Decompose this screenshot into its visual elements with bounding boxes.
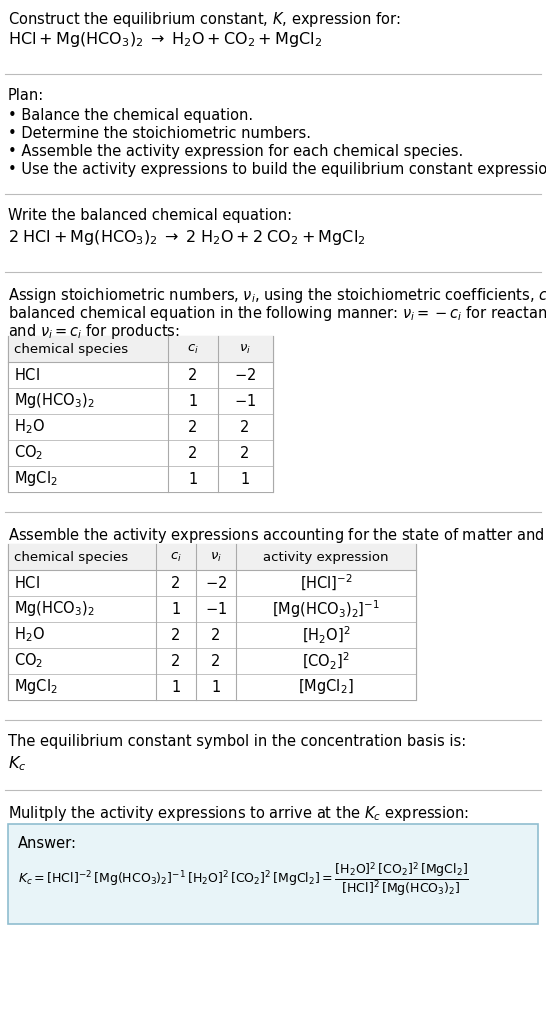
FancyBboxPatch shape [8, 570, 416, 596]
Text: $\mathrm{MgCl_2}$: $\mathrm{MgCl_2}$ [14, 678, 58, 696]
FancyBboxPatch shape [8, 440, 273, 466]
Text: chemical species: chemical species [14, 342, 128, 355]
Text: $\mathrm{HCl}$: $\mathrm{HCl}$ [14, 367, 40, 383]
Text: $c_i$: $c_i$ [170, 550, 182, 564]
Text: balanced chemical equation in the following manner: $\nu_i = -c_i$ for reactants: balanced chemical equation in the follow… [8, 304, 546, 323]
Text: $\nu_i$: $\nu_i$ [239, 342, 251, 355]
Text: Mulitply the activity expressions to arrive at the $K_c$ expression:: Mulitply the activity expressions to arr… [8, 804, 469, 823]
Text: 2: 2 [188, 420, 198, 435]
Text: $\mathrm{MgCl_2}$: $\mathrm{MgCl_2}$ [14, 470, 58, 488]
Text: 1: 1 [171, 680, 181, 694]
Text: Assign stoichiometric numbers, $\nu_i$, using the stoichiometric coefficients, $: Assign stoichiometric numbers, $\nu_i$, … [8, 286, 546, 305]
Text: 2: 2 [240, 445, 250, 460]
Text: 2: 2 [171, 628, 181, 642]
Text: Write the balanced chemical equation:: Write the balanced chemical equation: [8, 208, 292, 223]
Text: $c_i$: $c_i$ [187, 342, 199, 355]
Text: $\mathrm{H_2O}$: $\mathrm{H_2O}$ [14, 418, 45, 436]
Text: 1: 1 [240, 472, 250, 486]
Text: 1: 1 [211, 680, 221, 694]
Text: Construct the equilibrium constant, $K$, expression for:: Construct the equilibrium constant, $K$,… [8, 10, 401, 29]
Text: 2: 2 [171, 653, 181, 669]
Text: • Balance the chemical equation.: • Balance the chemical equation. [8, 108, 253, 123]
FancyBboxPatch shape [8, 336, 273, 362]
FancyBboxPatch shape [8, 824, 538, 924]
FancyBboxPatch shape [8, 544, 416, 700]
Text: 2: 2 [211, 653, 221, 669]
Text: and $\nu_i = c_i$ for products:: and $\nu_i = c_i$ for products: [8, 322, 180, 341]
Text: $\mathrm{HCl + Mg(HCO_3)_2 \;\rightarrow\; H_2O + CO_2 + MgCl_2}$: $\mathrm{HCl + Mg(HCO_3)_2 \;\rightarrow… [8, 30, 322, 49]
FancyBboxPatch shape [8, 648, 416, 674]
FancyBboxPatch shape [8, 596, 416, 622]
Text: chemical species: chemical species [14, 550, 128, 564]
FancyBboxPatch shape [8, 362, 273, 388]
Text: 2: 2 [188, 445, 198, 460]
Text: $[\mathrm{HCl}]^{-2}$: $[\mathrm{HCl}]^{-2}$ [300, 573, 352, 593]
Text: $\nu_i$: $\nu_i$ [210, 550, 222, 564]
FancyBboxPatch shape [8, 414, 273, 440]
Text: $\mathrm{Mg(HCO_3)_2}$: $\mathrm{Mg(HCO_3)_2}$ [14, 391, 94, 410]
Text: 1: 1 [171, 601, 181, 617]
Text: 2: 2 [171, 576, 181, 590]
Text: 2: 2 [188, 368, 198, 383]
Text: $\mathrm{CO_2}$: $\mathrm{CO_2}$ [14, 651, 43, 671]
Text: 2: 2 [240, 420, 250, 435]
Text: 1: 1 [188, 393, 198, 408]
Text: $\mathrm{2\;HCl + Mg(HCO_3)_2 \;\rightarrow\; 2\;H_2O + 2\;CO_2 + MgCl_2}$: $\mathrm{2\;HCl + Mg(HCO_3)_2 \;\rightar… [8, 228, 366, 247]
Text: Plan:: Plan: [8, 88, 44, 103]
Text: Assemble the activity expressions accounting for the state of matter and $\nu_i$: Assemble the activity expressions accoun… [8, 526, 546, 545]
Text: $-1$: $-1$ [205, 601, 227, 617]
Text: $-2$: $-2$ [234, 367, 256, 383]
FancyBboxPatch shape [8, 674, 416, 700]
Text: $[\mathrm{H_2O}]^{2}$: $[\mathrm{H_2O}]^{2}$ [302, 625, 351, 645]
Text: activity expression: activity expression [263, 550, 389, 564]
Text: $[\mathrm{MgCl_2}]$: $[\mathrm{MgCl_2}]$ [298, 678, 354, 696]
Text: Answer:: Answer: [18, 836, 77, 850]
Text: $-1$: $-1$ [234, 393, 256, 409]
Text: $K_c = [\mathrm{HCl}]^{-2}\,[\mathrm{Mg(HCO_3)_2}]^{-1}\,[\mathrm{H_2O}]^{2}\,[\: $K_c = [\mathrm{HCl}]^{-2}\,[\mathrm{Mg(… [18, 860, 469, 897]
Text: $\mathrm{Mg(HCO_3)_2}$: $\mathrm{Mg(HCO_3)_2}$ [14, 599, 94, 619]
Text: $\mathrm{H_2O}$: $\mathrm{H_2O}$ [14, 626, 45, 644]
FancyBboxPatch shape [8, 336, 273, 492]
Text: • Assemble the activity expression for each chemical species.: • Assemble the activity expression for e… [8, 144, 463, 159]
Text: • Determine the stoichiometric numbers.: • Determine the stoichiometric numbers. [8, 126, 311, 141]
Text: $-2$: $-2$ [205, 575, 227, 591]
FancyBboxPatch shape [8, 622, 416, 648]
Text: $[\mathrm{Mg(HCO_3)_2}]^{-1}$: $[\mathrm{Mg(HCO_3)_2}]^{-1}$ [272, 598, 380, 620]
FancyBboxPatch shape [8, 466, 273, 492]
Text: The equilibrium constant symbol in the concentration basis is:: The equilibrium constant symbol in the c… [8, 734, 466, 749]
Text: $K_c$: $K_c$ [8, 753, 26, 773]
Text: $[\mathrm{CO_2}]^{2}$: $[\mathrm{CO_2}]^{2}$ [302, 650, 350, 672]
Text: $\mathrm{HCl}$: $\mathrm{HCl}$ [14, 575, 40, 591]
Text: • Use the activity expressions to build the equilibrium constant expression.: • Use the activity expressions to build … [8, 162, 546, 177]
Text: 2: 2 [211, 628, 221, 642]
FancyBboxPatch shape [8, 388, 273, 414]
Text: $\mathrm{CO_2}$: $\mathrm{CO_2}$ [14, 444, 43, 463]
FancyBboxPatch shape [8, 544, 416, 570]
Text: 1: 1 [188, 472, 198, 486]
